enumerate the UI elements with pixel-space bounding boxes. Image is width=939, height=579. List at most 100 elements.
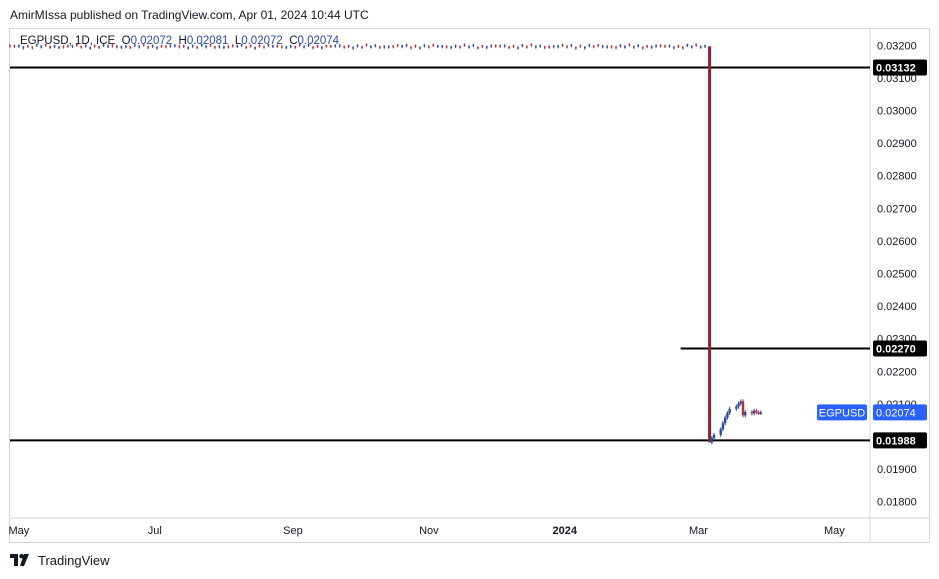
flat-candle-body	[276, 44, 279, 47]
flat-candle-body	[334, 44, 337, 47]
level-price-tag	[873, 59, 927, 76]
flat-candle-body	[31, 46, 34, 49]
flat-candle-body	[294, 45, 296, 48]
flat-candle-body	[196, 46, 198, 49]
flat-candle-body	[240, 44, 243, 47]
flat-candle-body	[231, 44, 234, 47]
last-price-label: 0.02074	[876, 407, 916, 419]
flat-candle-body	[477, 46, 479, 49]
flat-candle-body	[71, 45, 74, 48]
flat-candle-body	[200, 43, 203, 46]
flat-candle-body	[423, 44, 426, 47]
price-tick-label: 0.01900	[877, 464, 917, 476]
candle-body	[752, 410, 756, 414]
candle-body	[719, 429, 722, 435]
flat-candle-body	[254, 46, 256, 49]
flat-candle-body	[182, 45, 185, 48]
flat-candle-body	[641, 46, 644, 49]
flat-candle-body	[655, 44, 657, 47]
flat-candle-body	[459, 45, 461, 48]
flat-candle-body	[258, 44, 261, 47]
flat-candle-body	[704, 45, 706, 48]
flat-candle-body	[401, 45, 403, 48]
flat-candle-body	[535, 45, 537, 48]
flat-candle-body	[664, 45, 666, 48]
candle-body	[735, 406, 738, 409]
flat-candle-body	[445, 45, 448, 48]
flat-candle-body	[370, 45, 372, 48]
flat-candle-body	[129, 46, 132, 49]
flat-candle-body	[89, 46, 92, 49]
flat-candle-body	[338, 44, 341, 47]
flat-candle-body	[619, 44, 622, 47]
flat-candle-body	[44, 43, 47, 46]
legend-high-label: H	[178, 35, 187, 47]
time-tick-label: 2024	[553, 525, 578, 537]
flat-candle-body	[508, 46, 510, 49]
flat-candle-body	[352, 46, 354, 49]
flat-candle-body	[303, 45, 305, 48]
flat-candle-body	[289, 45, 292, 48]
flat-candle-body	[468, 45, 470, 48]
flat-candle-body	[218, 45, 221, 48]
flat-candle-body	[552, 45, 555, 48]
legend-open: 0.02072	[130, 35, 173, 47]
flat-candle-body	[392, 45, 395, 48]
flat-candle-body	[526, 45, 528, 48]
candle-body	[757, 412, 760, 414]
flat-candle-body	[93, 44, 96, 47]
flat-candle-body	[387, 45, 390, 48]
candle-body	[728, 408, 731, 414]
flat-candle-body	[499, 44, 501, 47]
flat-candle-body	[227, 45, 230, 48]
candle-body	[744, 412, 747, 416]
publish-header: AmirMIssa published on TradingView.com, …	[10, 8, 369, 22]
price-axis: 0.03200 0.03100 0.03000 0.02900 0.02800 0.027…	[817, 40, 927, 509]
flat-candle-body	[503, 44, 506, 47]
flat-candle-body	[156, 46, 158, 49]
legend-close: 0.02074	[297, 35, 340, 47]
level-price-tag	[873, 340, 927, 357]
flat-candle-body	[133, 44, 136, 47]
flat-candle-body	[570, 44, 573, 47]
flat-candle-body	[187, 46, 190, 49]
price-tick-label: 0.03100	[877, 73, 917, 85]
flat-candle-body	[682, 46, 684, 49]
flat-candle-body	[584, 46, 586, 49]
flat-candle-body	[650, 45, 653, 48]
flat-candle-body	[463, 43, 466, 46]
flat-candle-body	[539, 44, 542, 47]
flat-candle-body	[512, 45, 515, 48]
flat-candle-body	[307, 43, 310, 46]
symbol-legend: EGPUSD, 1D, ICE O0.02072 H0.02081 L0.020…	[20, 35, 339, 47]
flat-candle-body	[249, 44, 252, 47]
flat-candle-body	[209, 44, 212, 47]
candles	[9, 43, 763, 445]
flat-candle-body	[481, 45, 484, 48]
flat-candle-body	[450, 46, 452, 49]
flat-candle-body	[76, 44, 78, 47]
flat-candle-body	[432, 44, 435, 47]
flat-candle-body	[361, 46, 363, 49]
flat-candle-body	[9, 44, 11, 47]
flat-candle-body	[592, 45, 595, 48]
flat-candle-body	[343, 45, 345, 48]
footer: TradingView	[10, 553, 110, 568]
flat-candle-body	[543, 46, 546, 49]
level-price-label: 0.03132	[876, 62, 916, 74]
flat-candle-body	[236, 45, 239, 48]
flat-candle-body	[356, 44, 359, 47]
time-axis: May Jul Sep Nov 2024 Mar May	[9, 525, 846, 537]
flat-candle-body	[178, 45, 181, 48]
devaluation-candle	[708, 46, 712, 443]
flat-candle-body	[22, 46, 25, 49]
flat-candle-body	[116, 45, 118, 48]
flat-candle-body	[490, 44, 493, 47]
price-tick-label: 0.02500	[877, 269, 917, 281]
flat-candle-body	[40, 45, 42, 48]
price-tick-label: 0.02900	[877, 138, 917, 150]
candle-body	[759, 412, 763, 414]
flat-candle-body	[485, 46, 488, 49]
flat-candle-body	[588, 44, 591, 47]
